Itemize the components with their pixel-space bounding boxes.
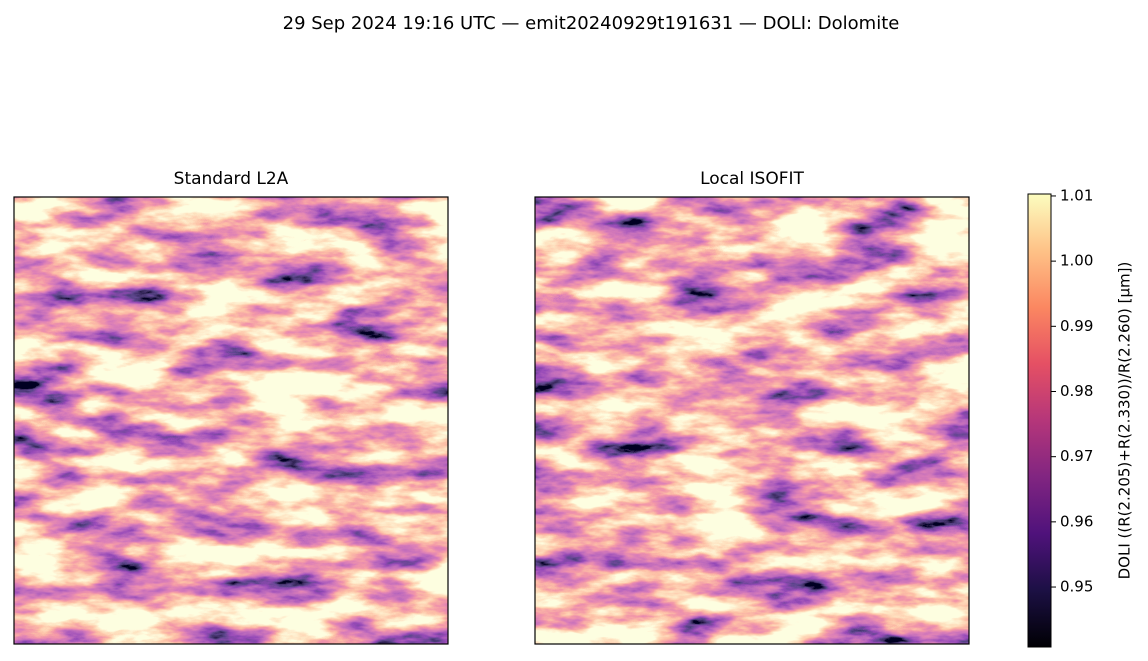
colorbar — [1027, 193, 1052, 648]
panel-title: Standard L2A — [174, 169, 289, 189]
image-frame — [534, 196, 970, 645]
figure-title: 29 Sep 2024 19:16 UTC — emit20240929t191… — [283, 13, 900, 34]
image — [535, 197, 969, 644]
image — [14, 197, 448, 644]
colorbar-tick-label: 0.96 — [1060, 512, 1093, 530]
colorbar-tick-label: 0.97 — [1060, 447, 1093, 465]
colorbar-tick-label: 1.00 — [1060, 252, 1093, 270]
image-frame — [13, 196, 449, 645]
colorbar-label: DOLI ((R(2.205)+R(2.330))/R(2.260) [µm]) — [1116, 262, 1134, 580]
colorbar-tick-label: 1.01 — [1060, 186, 1093, 204]
colorbar-tick-label: 0.95 — [1060, 578, 1093, 596]
colorbar-tick-label: 0.99 — [1060, 317, 1093, 335]
panel-title: Local ISOFIT — [700, 169, 804, 189]
colorbar-tick-label: 0.98 — [1060, 382, 1093, 400]
